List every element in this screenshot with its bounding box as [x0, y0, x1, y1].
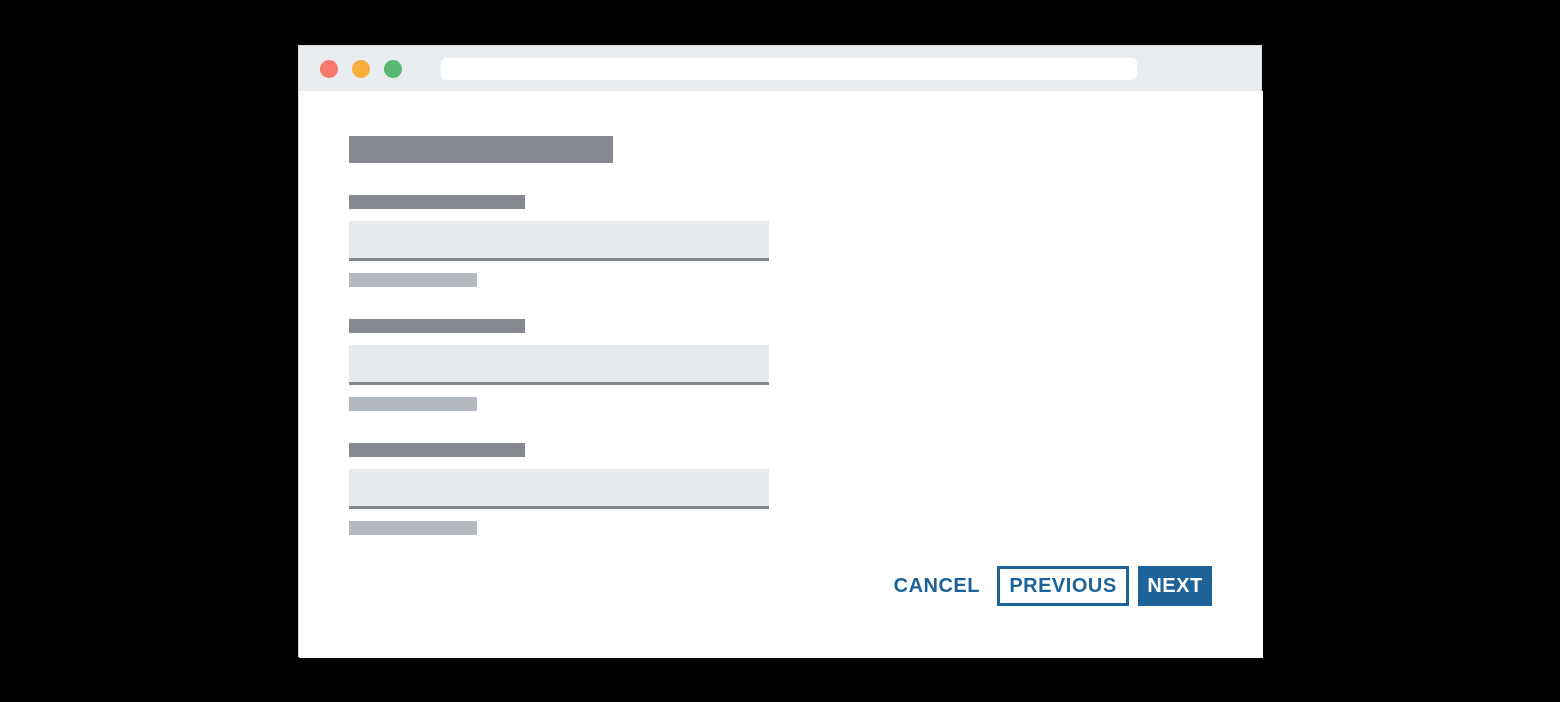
field-helper-placeholder	[349, 273, 477, 287]
form-title-placeholder	[349, 136, 613, 163]
field-label-placeholder	[349, 443, 525, 457]
form-field-input[interactable]	[349, 221, 769, 261]
form-field-group	[349, 443, 769, 549]
cancel-button[interactable]: CANCEL	[894, 566, 980, 606]
form-field-input[interactable]	[349, 345, 769, 385]
field-label-placeholder	[349, 195, 525, 209]
browser-chrome-bar	[299, 46, 1261, 91]
form-field-input[interactable]	[349, 469, 769, 509]
close-window-icon[interactable]	[320, 60, 338, 78]
minimize-window-icon[interactable]	[352, 60, 370, 78]
field-helper-placeholder	[349, 521, 477, 535]
previous-button[interactable]: PREVIOUS	[997, 566, 1129, 606]
form-field-group	[349, 319, 769, 425]
traffic-lights	[320, 60, 402, 78]
browser-window: CANCEL PREVIOUS NEXT	[298, 45, 1263, 658]
next-button[interactable]: NEXT	[1138, 566, 1212, 606]
page-content: CANCEL PREVIOUS NEXT	[299, 91, 1263, 658]
field-helper-placeholder	[349, 397, 477, 411]
form-field-group	[349, 195, 769, 301]
field-label-placeholder	[349, 319, 525, 333]
zoom-window-icon[interactable]	[384, 60, 402, 78]
form-actions: CANCEL PREVIOUS NEXT	[894, 566, 1212, 606]
address-bar[interactable]	[441, 58, 1137, 80]
